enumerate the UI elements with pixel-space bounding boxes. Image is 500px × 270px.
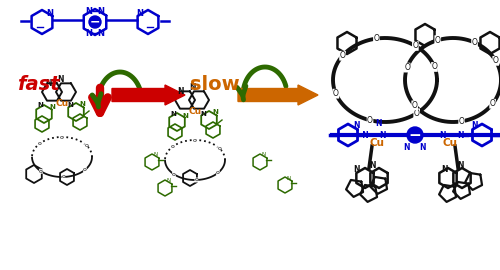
Text: o: o <box>84 143 88 148</box>
Text: =N: =N <box>356 130 370 140</box>
Text: N: N <box>457 160 463 170</box>
Text: o: o <box>216 170 220 175</box>
Text: o: o <box>217 146 221 151</box>
Text: N: N <box>98 6 104 15</box>
Text: N: N <box>154 153 158 157</box>
Text: N: N <box>439 131 446 140</box>
Text: o: o <box>83 167 87 172</box>
Text: O: O <box>412 101 418 110</box>
Text: N: N <box>136 8 143 18</box>
Text: O: O <box>432 62 438 72</box>
Text: O: O <box>340 51 345 60</box>
Text: N: N <box>45 79 52 89</box>
Text: N: N <box>376 119 382 127</box>
Text: N: N <box>37 102 43 108</box>
Text: N: N <box>353 120 359 130</box>
Text: o: o <box>194 177 198 183</box>
Text: N: N <box>79 101 85 107</box>
Text: o: o <box>38 141 42 146</box>
Text: O: O <box>472 38 478 47</box>
Text: O: O <box>493 56 498 65</box>
Text: N: N <box>262 153 266 157</box>
Text: N: N <box>46 8 54 18</box>
Text: O: O <box>333 89 339 98</box>
Text: −: − <box>408 127 422 143</box>
Text: N: N <box>170 111 176 117</box>
Polygon shape <box>112 85 185 105</box>
Text: N: N <box>49 104 55 110</box>
Text: o: o <box>39 169 43 174</box>
Text: N: N <box>182 113 188 119</box>
Text: N: N <box>167 178 171 184</box>
Text: O: O <box>458 117 464 126</box>
Text: N: N <box>190 83 196 93</box>
Text: Cu: Cu <box>188 107 202 116</box>
Text: N: N <box>98 29 104 38</box>
Text: Cu: Cu <box>56 100 68 109</box>
Text: O: O <box>435 36 440 45</box>
Circle shape <box>407 127 423 143</box>
Text: N: N <box>471 120 477 130</box>
Text: o: o <box>62 174 66 180</box>
Text: N: N <box>354 166 360 174</box>
Text: N: N <box>420 143 426 151</box>
Text: O: O <box>404 63 410 72</box>
Text: N: N <box>212 109 218 115</box>
Text: −: − <box>90 15 100 29</box>
Text: O: O <box>412 41 418 50</box>
Text: Cu: Cu <box>442 138 458 148</box>
Text: o: o <box>60 134 64 140</box>
Text: N: N <box>178 87 184 96</box>
Text: N: N <box>86 29 92 38</box>
Text: o: o <box>172 172 176 177</box>
Text: N: N <box>57 76 63 85</box>
Polygon shape <box>238 85 318 105</box>
Text: o: o <box>192 137 196 143</box>
Text: N: N <box>404 143 410 151</box>
Text: N: N <box>86 6 92 15</box>
Text: N: N <box>370 160 376 170</box>
Text: N: N <box>200 111 206 117</box>
Text: o: o <box>170 144 174 149</box>
Text: Cu: Cu <box>370 138 384 148</box>
Text: O: O <box>374 34 380 43</box>
Circle shape <box>89 16 101 28</box>
Text: N: N <box>67 102 73 108</box>
Text: N: N <box>287 176 291 181</box>
Text: O: O <box>367 116 373 125</box>
Text: slow: slow <box>190 76 240 94</box>
Text: N=: N= <box>458 130 470 140</box>
Text: fast: fast <box>16 76 60 94</box>
Text: O: O <box>414 109 420 118</box>
Text: O: O <box>490 99 496 108</box>
Text: N: N <box>379 131 385 140</box>
Text: N: N <box>442 166 448 174</box>
